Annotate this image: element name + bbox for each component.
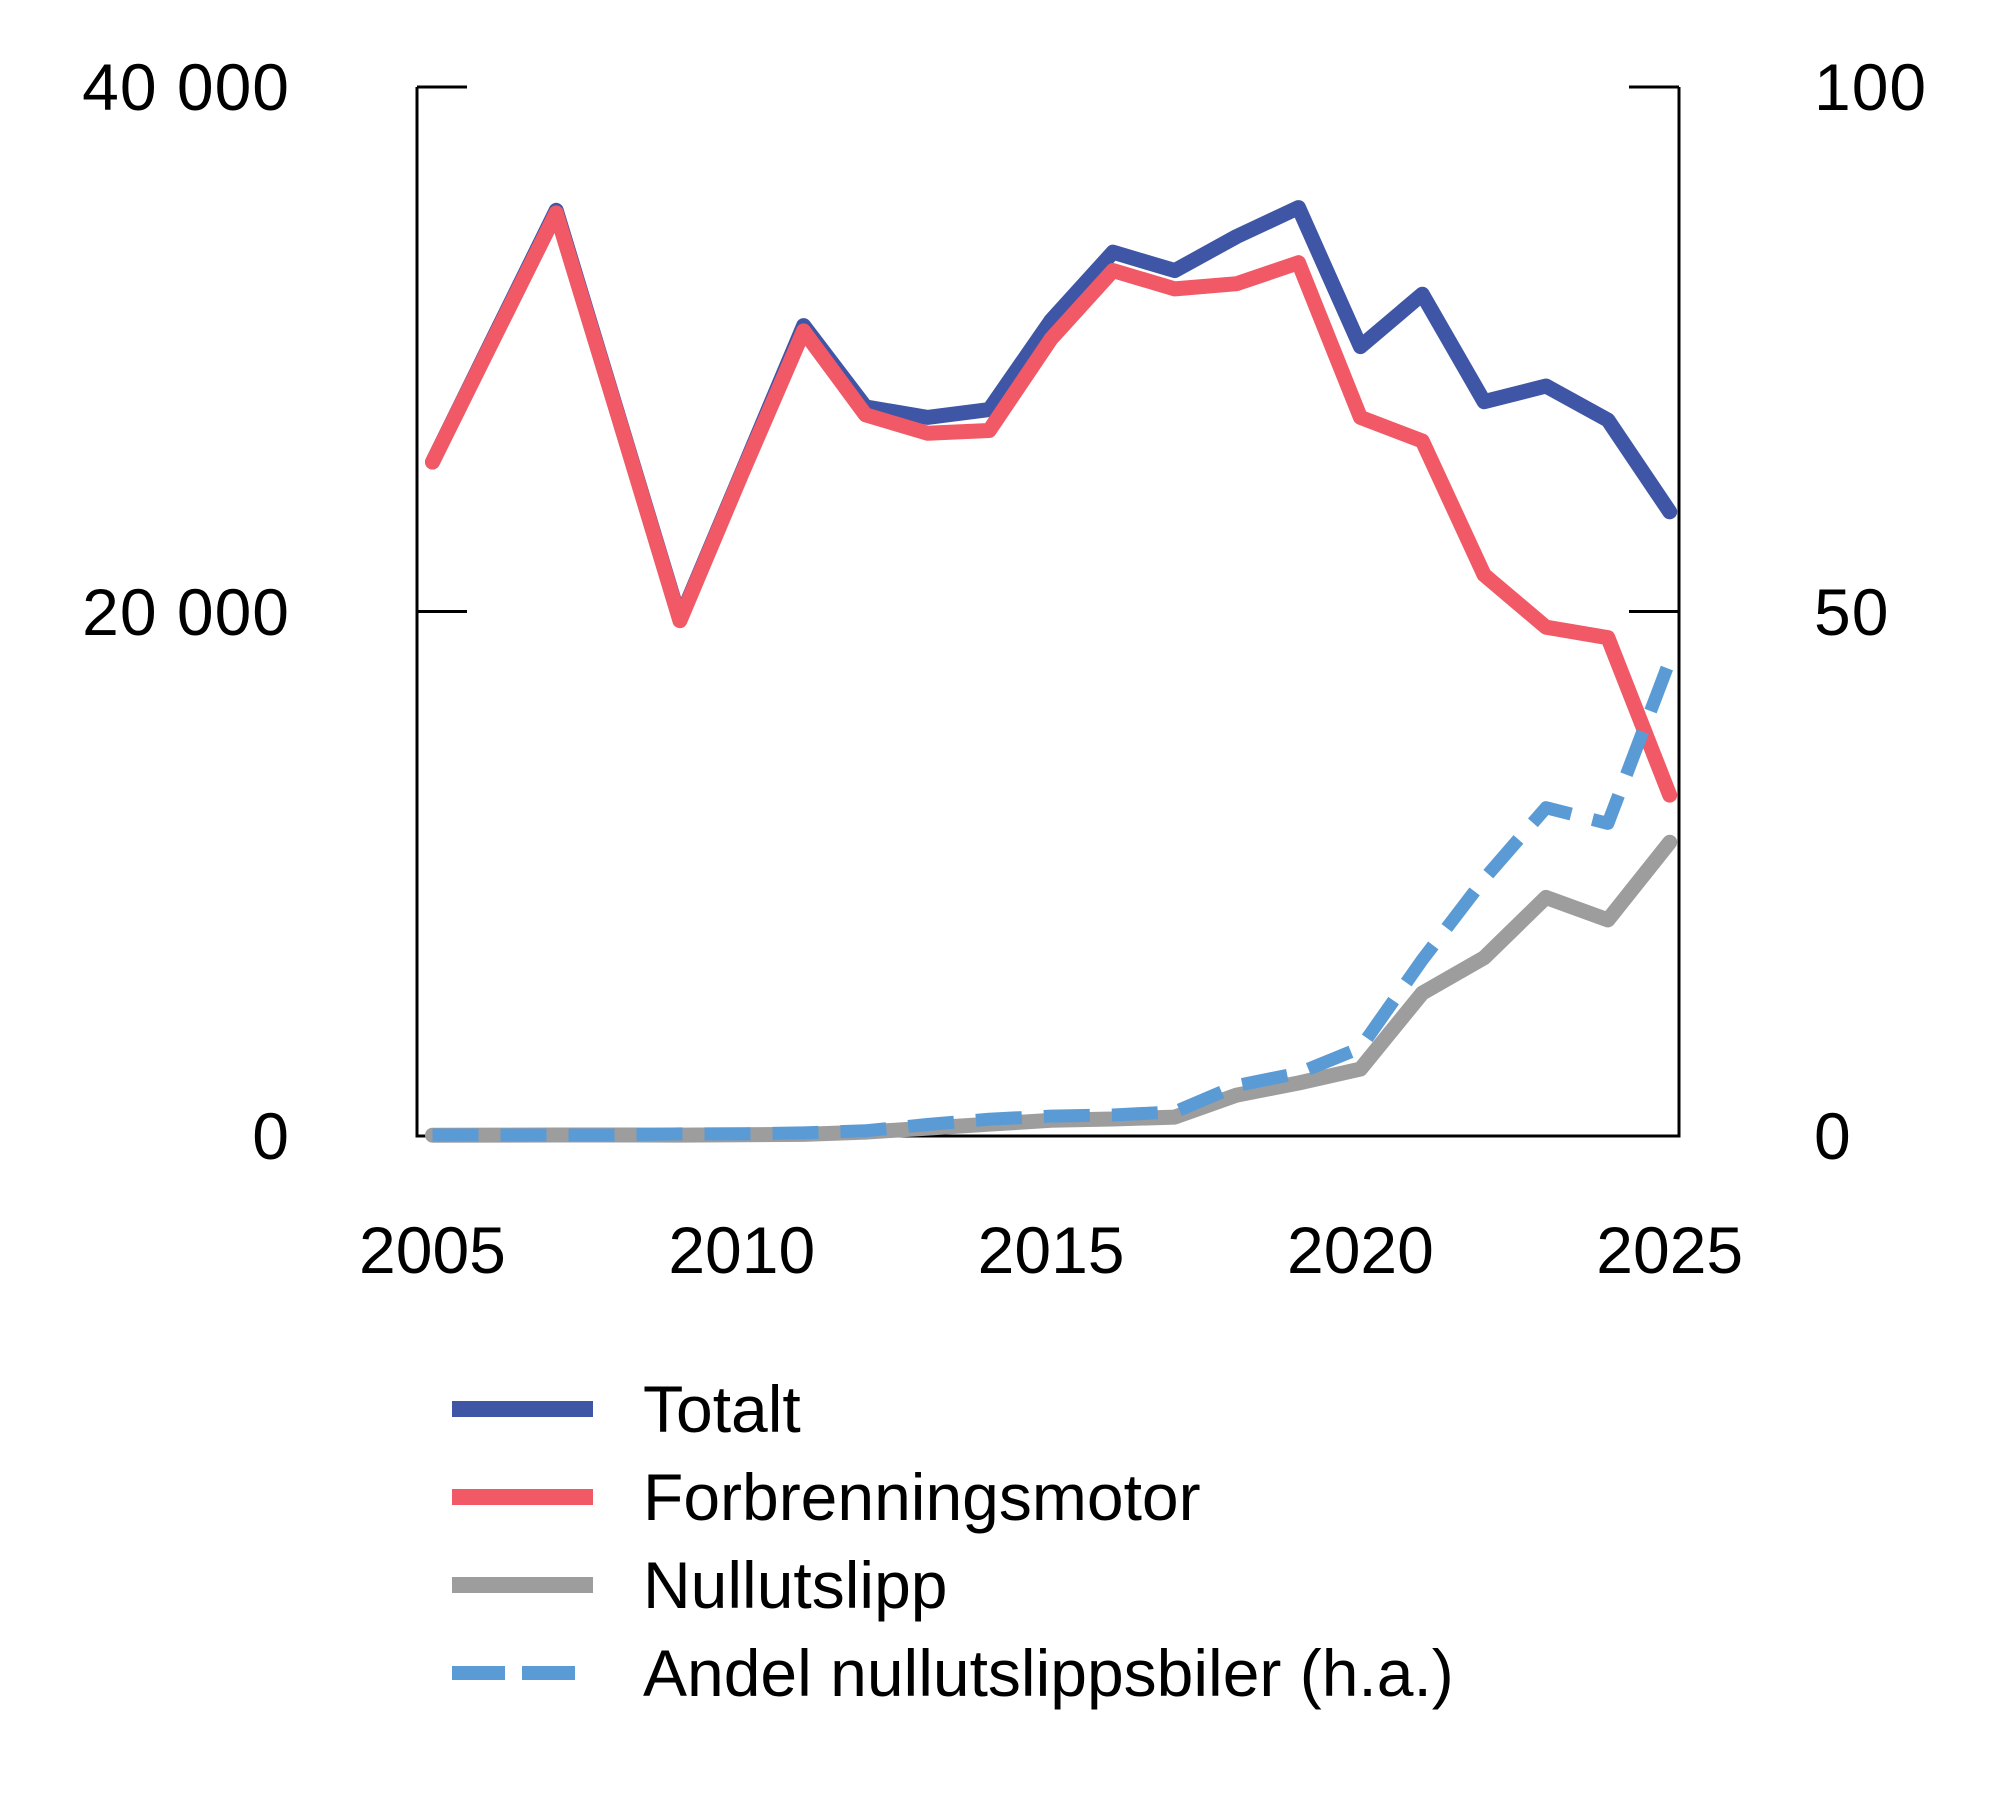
legend-swatch-totalt	[452, 1401, 593, 1417]
legend-item-andel-nullutslippsbiler: Andel nullutslippsbiler (h.a.)	[452, 1629, 1454, 1717]
legend-item-forbrenningsmotor: Forbrenningsmotor	[452, 1453, 1454, 1541]
legend-swatch-andel-nullutslippsbiler	[452, 1666, 593, 1680]
y-axis-right-tick-label-0: 0	[1814, 1099, 1852, 1173]
legend-label-forbrenningsmotor: Forbrenningsmotor	[643, 1460, 1201, 1534]
y-axis-right-tick-label-50: 50	[1814, 574, 1890, 649]
legend-dash-segment	[522, 1666, 575, 1680]
y-axis-left-tick-label-0: 0	[252, 1099, 290, 1173]
series-line-forbrenningsmotor	[425, 205, 1678, 803]
y-axis-left-tick-label-40000: 40 000	[82, 50, 290, 124]
x-axis-tick-label-2025: 2025	[1596, 1213, 1744, 1287]
legend: Totalt Forbrenningsmotor Nullutslipp And…	[452, 1365, 1454, 1717]
x-axis-tick-label-2005: 2005	[359, 1213, 506, 1287]
x-axis-tick-label-2015: 2015	[977, 1213, 1125, 1287]
legend-label-nullutslipp: Nullutslipp	[643, 1548, 948, 1622]
legend-item-nullutslipp: Nullutslipp	[452, 1541, 1454, 1629]
legend-swatch-nullutslipp	[452, 1577, 593, 1593]
legend-item-totalt: Totalt	[452, 1365, 1454, 1453]
x-axis-tick-label-2010: 2010	[668, 1213, 816, 1287]
y-axis-left-tick-label-20000: 20 000	[82, 574, 290, 649]
legend-label-totalt: Totalt	[643, 1372, 801, 1446]
axis-frame	[415, 87, 1681, 1138]
legend-label-andel-nullutslippsbiler: Andel nullutslippsbiler (h.a.)	[643, 1636, 1454, 1710]
legend-swatch-forbrenningsmotor	[452, 1489, 593, 1505]
x-axis-tick-label-2020: 2020	[1286, 1213, 1434, 1287]
series-line-nullutslipp	[425, 834, 1678, 1143]
series-line-andel-nullutslippsbiler-h-a	[432, 658, 1676, 1142]
legend-dash-segment	[452, 1666, 505, 1680]
y-axis-right-tick-label-100: 100	[1814, 50, 1928, 124]
